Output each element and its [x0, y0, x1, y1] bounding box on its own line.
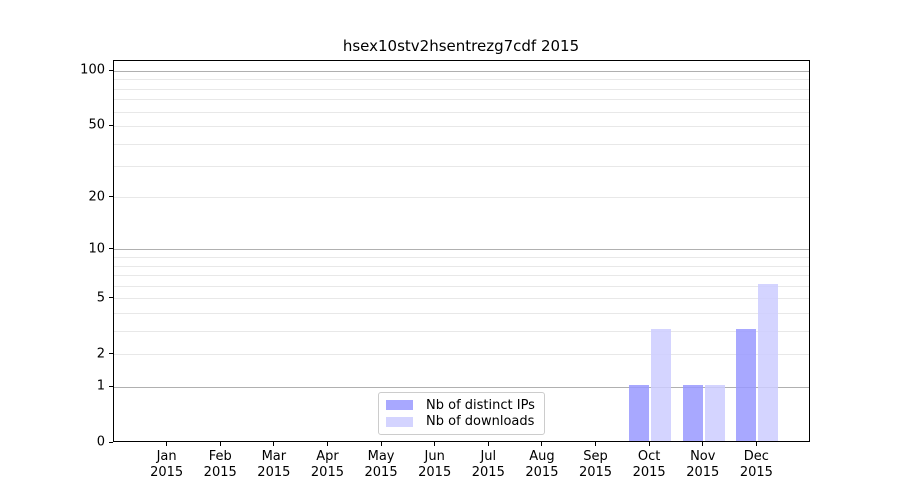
minor-gridline [114, 312, 809, 314]
minor-gridline [114, 257, 809, 259]
x-axis-label-line: Aug [529, 449, 555, 464]
x-axis-label: Jan 2015 [150, 449, 183, 481]
minor-gridline [114, 330, 809, 332]
y-tick [109, 248, 113, 250]
x-axis-label-line: Jun [424, 449, 445, 464]
x-axis-label-line: 2015 [203, 465, 237, 480]
x-axis-label-line: 2015 [525, 465, 559, 480]
y-axis-tick-label: 10 [88, 241, 105, 257]
x-axis-label-line: 2015 [257, 465, 291, 480]
minor-gridline [114, 79, 809, 81]
x-axis-label: Jul 2015 [472, 449, 505, 481]
y-axis-tick-label: 100 [80, 62, 105, 78]
x-axis-label-line: Apr [316, 449, 339, 464]
bar [758, 284, 779, 441]
x-axis-label-line: Jul [480, 449, 497, 464]
y-tick [109, 196, 113, 198]
minor-gridline [114, 143, 809, 145]
x-tick [755, 442, 757, 446]
x-axis-label-line: 2015 [310, 465, 344, 480]
x-axis-label: Aug 2015 [525, 449, 558, 481]
minor-gridline [114, 265, 809, 267]
x-axis-label-line: Sep [583, 449, 608, 464]
bar [629, 385, 650, 441]
x-axis-label-line: Oct [637, 449, 661, 464]
x-tick [380, 442, 382, 446]
x-tick [541, 442, 543, 446]
y-axis-tick-label: 50 [88, 117, 105, 133]
minor-gridline [114, 298, 809, 300]
x-tick [595, 442, 597, 446]
minor-gridline [114, 354, 809, 356]
x-tick [702, 442, 704, 446]
bar [682, 385, 703, 441]
y-tick [109, 124, 113, 126]
x-axis-label-line: Jan [156, 449, 177, 464]
x-axis-label-line: 2015 [364, 465, 398, 480]
x-axis-label-line: 2015 [471, 465, 505, 480]
legend-swatch-downloads [386, 416, 413, 427]
major-gridline [114, 249, 809, 251]
legend-label-downloads: Nb of downloads [426, 414, 535, 430]
x-tick [487, 442, 489, 446]
x-axis-label: Nov 2015 [686, 449, 719, 481]
x-axis-label: Sep 2015 [579, 449, 612, 481]
y-axis-tick-label: 2 [96, 346, 105, 362]
x-axis-label: Feb 2015 [204, 449, 237, 481]
y-tick [109, 353, 113, 355]
x-axis-label-line: Nov [690, 449, 716, 464]
x-axis-label: Apr 2015 [311, 449, 344, 481]
minor-gridline [114, 125, 809, 127]
legend-swatch-distinct-ips [386, 400, 413, 411]
x-axis-label-line: 2015 [578, 465, 613, 480]
x-tick [326, 442, 328, 446]
bar [704, 385, 725, 441]
x-axis-label-line: Mar [261, 449, 287, 464]
legend-label-distinct-ips: Nb of distinct IPs [426, 397, 535, 413]
legend: Nb of distinct IPs Nb of downloads [378, 392, 545, 435]
x-tick [434, 442, 436, 446]
y-axis-tick-label: 1 [96, 378, 105, 394]
y-tick [109, 69, 113, 71]
plot-area [113, 60, 810, 442]
x-axis-label-line: 2015 [632, 465, 666, 480]
x-axis-label-line: 2015 [150, 465, 184, 480]
minor-gridline [114, 99, 809, 101]
minor-gridline [114, 275, 809, 277]
legend-row-downloads: Nb of downloads [386, 414, 536, 429]
x-axis-label-line: Feb [208, 449, 232, 464]
y-tick [109, 441, 113, 443]
major-gridline [114, 70, 809, 72]
x-axis-label-line: 2015 [686, 465, 720, 480]
x-axis-label-line: 2015 [418, 465, 452, 480]
x-axis-label-line: May [367, 449, 395, 464]
x-axis-label: Mar 2015 [257, 449, 290, 481]
x-axis-label: Oct 2015 [633, 449, 666, 481]
y-axis-tick-label: 5 [96, 290, 105, 306]
major-gridline [114, 386, 809, 388]
y-tick [109, 385, 113, 387]
bar [736, 329, 757, 441]
x-axis-label: May 2015 [365, 449, 398, 481]
bar [651, 329, 672, 441]
chart-title: hsex10stv2hsentrezg7cdf 2015 [342, 37, 580, 55]
x-axis-label-line: 2015 [739, 465, 773, 480]
y-tick [109, 297, 113, 299]
legend-row-distinct-ips: Nb of distinct IPs [386, 398, 536, 413]
x-tick [166, 442, 168, 446]
minor-gridline [114, 197, 809, 199]
x-tick [219, 442, 221, 446]
y-axis-tick-label: 0 [96, 434, 105, 450]
minor-gridline [114, 285, 809, 287]
x-axis-label: Jun 2015 [418, 449, 451, 481]
minor-gridline [114, 88, 809, 90]
y-axis-tick-label: 20 [88, 189, 105, 205]
x-tick [648, 442, 650, 446]
x-axis-label: Dec 2015 [740, 449, 773, 481]
minor-gridline [114, 166, 809, 168]
x-tick [273, 442, 275, 446]
minor-gridline [114, 111, 809, 113]
x-axis-label-line: Dec [743, 449, 769, 464]
